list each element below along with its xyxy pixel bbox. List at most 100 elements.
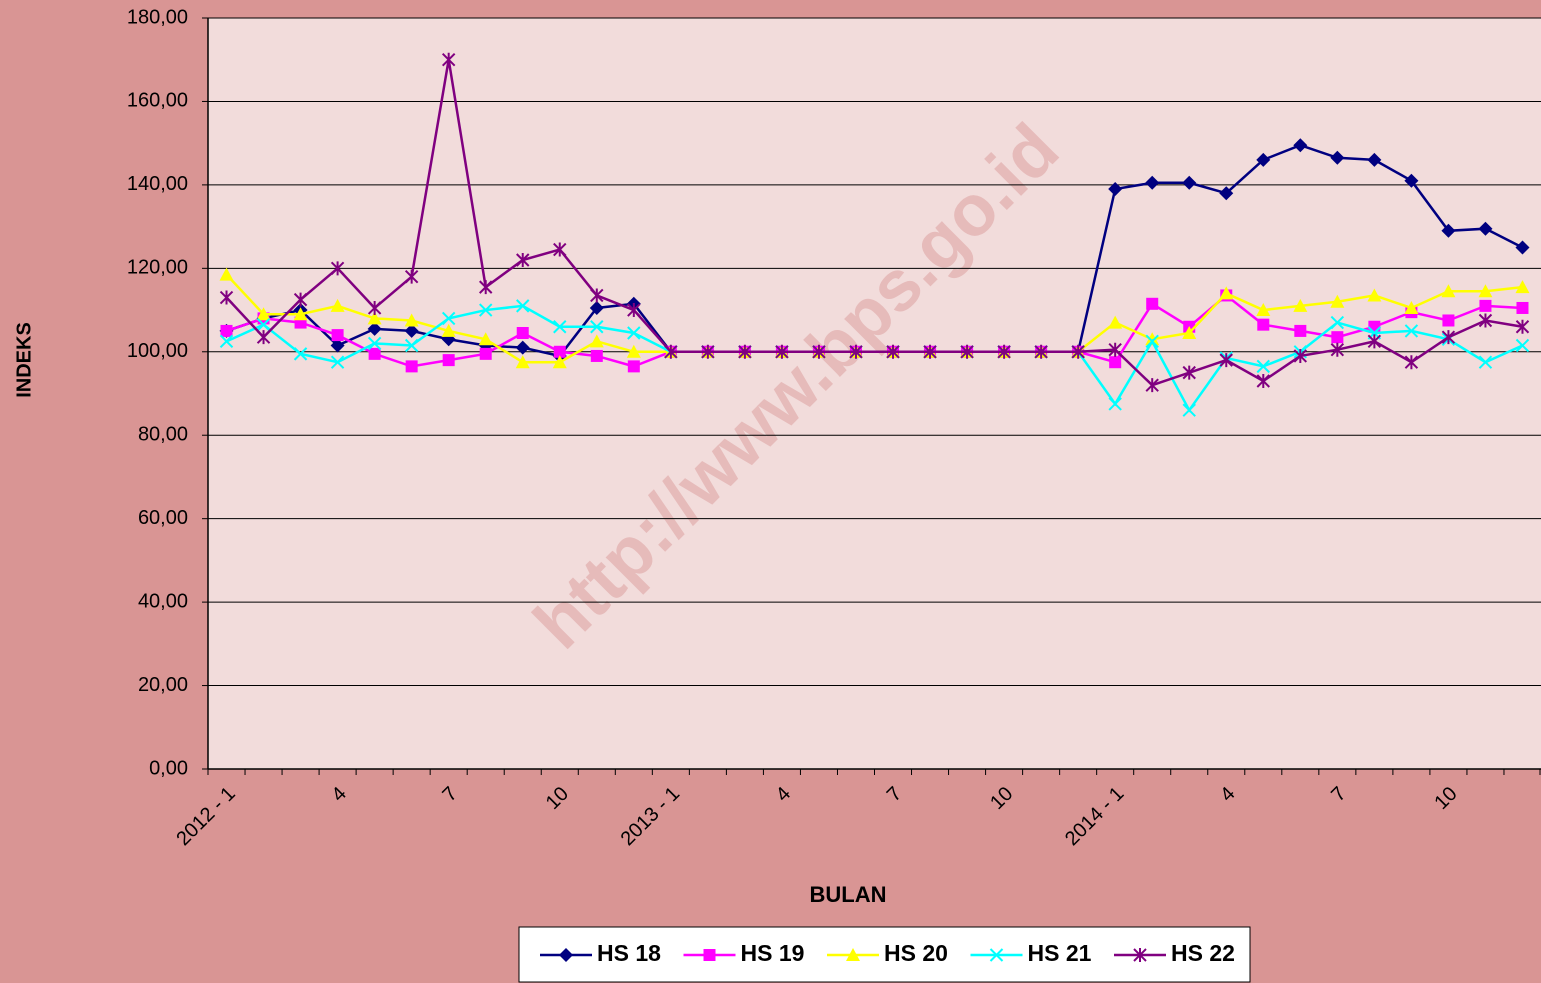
marker [1478,221,1493,236]
marker [1515,319,1530,334]
marker [1108,397,1122,411]
y-tick-label: 20,00 [138,674,188,696]
marker [1404,300,1419,314]
marker [1479,299,1492,312]
marker [1145,378,1159,393]
y-tick-label: 100,00 [127,340,188,362]
marker [479,347,492,360]
marker [1182,326,1197,340]
marker [1478,284,1493,298]
marker [256,317,271,332]
marker [1256,359,1270,374]
marker [559,948,573,962]
marker [1256,303,1271,317]
marker [701,344,715,359]
y-tick-label: 180,00 [127,6,188,28]
marker [1034,344,1048,359]
marker [1071,344,1085,359]
marker [1133,948,1147,962]
marker [627,326,641,340]
marker [552,355,567,369]
marker [330,338,345,353]
marker [1441,330,1456,345]
marker [1145,332,1160,346]
x-axis-label: BULAN [810,882,887,907]
y-tick-label: 60,00 [138,507,188,529]
marker [1404,355,1419,370]
marker [1515,280,1530,294]
marker [1441,223,1456,238]
marker [1256,373,1270,388]
marker [368,347,381,360]
marker [1256,152,1271,167]
marker [367,321,382,336]
marker [627,360,640,373]
marker [367,336,382,351]
marker [293,347,308,361]
marker [1293,138,1308,153]
marker [849,344,863,359]
marker [1219,353,1233,368]
marker [886,344,900,359]
marker [997,344,1011,359]
marker [1330,294,1345,308]
marker [1515,240,1530,255]
marker [256,330,271,345]
marker [1293,298,1308,312]
marker [626,344,641,358]
marker [219,334,234,349]
marker [479,280,493,295]
marker [330,298,345,312]
marker [1182,403,1196,417]
marker [256,307,271,321]
marker [1442,314,1455,327]
marker [1478,355,1493,369]
marker [1441,284,1456,298]
marker [846,948,860,961]
marker [220,324,233,337]
marker [1404,324,1419,338]
marker [553,345,566,358]
marker [590,288,604,303]
series-line [225,59,1523,387]
marker [516,252,530,267]
marker [1404,173,1419,188]
marker [1330,342,1345,357]
marker [1108,182,1123,197]
y-tick-label: 80,00 [138,424,188,446]
legend-label: HS 20 [884,940,948,966]
legend-label: HS 18 [597,940,661,966]
marker [1367,288,1382,302]
marker [367,311,382,325]
marker [923,344,937,359]
y-axis-label: INDEKS [13,322,35,398]
marker [441,311,456,326]
marker [330,261,345,276]
marker [960,344,974,359]
marker [1108,315,1123,329]
marker [1331,331,1344,344]
marker [1108,342,1122,357]
marker [1367,334,1382,349]
marker [627,303,641,318]
marker [1367,152,1382,167]
y-tick-label: 160,00 [127,90,188,112]
marker [516,299,530,313]
marker [812,344,826,359]
marker [1294,324,1307,337]
marker [1145,175,1160,190]
marker [441,323,456,337]
marker [989,948,1004,962]
marker [1330,315,1345,330]
marker [219,290,234,305]
legend-label: HS 19 [741,940,805,966]
marker [441,52,456,67]
plot-area [208,18,1541,769]
marker [589,300,604,315]
marker [553,320,567,334]
marker [293,307,308,321]
marker [331,329,344,342]
marker [1109,356,1122,369]
marker [478,332,493,346]
marker [1257,318,1270,331]
